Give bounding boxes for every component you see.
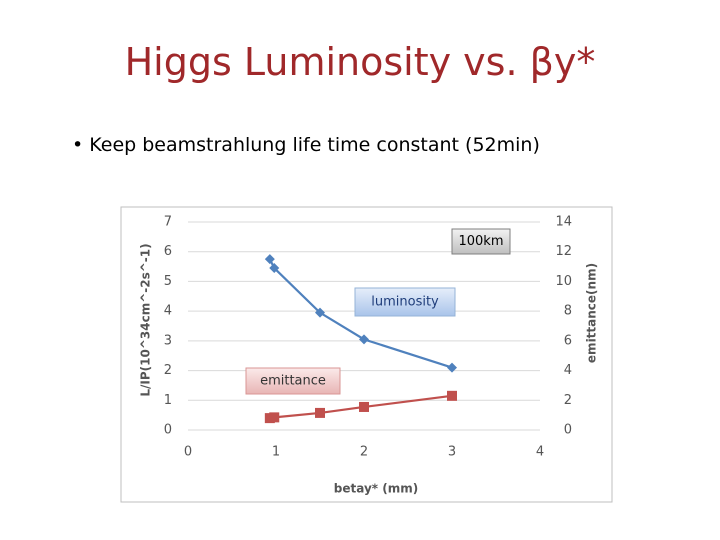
annotation-box: [451, 228, 511, 255]
y-axis-label: L/IP(10^34cm^-2s^-1): [139, 243, 153, 396]
x-tick-label: 0: [184, 445, 192, 460]
y-tick-label: 0: [164, 423, 172, 438]
y2-tick-label: 6: [564, 333, 572, 348]
y2-tick-label: 4: [564, 363, 572, 378]
x-tick-label: 3: [448, 445, 456, 460]
y-tick-label: 6: [164, 244, 172, 259]
y-tick-label: 5: [164, 274, 172, 289]
marker: [315, 407, 325, 418]
annotation-box: [245, 367, 341, 395]
y2-tick-label: 12: [555, 244, 572, 259]
chart-frame: [120, 206, 613, 503]
annotation-text: 100km: [458, 234, 503, 249]
slide-title: Higgs Luminosity vs. βy*: [124, 40, 596, 84]
x-tick-label: 4: [536, 445, 544, 460]
y-tick-label: 7: [164, 215, 172, 230]
annotation-text: luminosity: [371, 295, 439, 310]
marker: [447, 390, 457, 401]
y-tick-label: 4: [164, 304, 172, 319]
marker: [447, 362, 457, 373]
y2-tick-label: 10: [555, 274, 572, 289]
y2-tick-label: 14: [555, 215, 572, 230]
x-tick-label: 2: [360, 445, 368, 460]
marker: [269, 412, 280, 423]
marker: [359, 401, 369, 412]
y2-tick-label: 2: [564, 393, 572, 408]
marker: [264, 254, 275, 265]
y2-tick-label: 8: [564, 304, 572, 319]
y-tick-label: 3: [164, 333, 172, 348]
annotation-text: emittance: [260, 374, 326, 389]
marker: [315, 307, 325, 318]
y2-tick-label: 0: [564, 423, 572, 438]
x-tick-label: 1: [272, 445, 280, 460]
bullet: • Keep beamstrahlung life time constant …: [72, 134, 540, 156]
marker: [269, 263, 280, 274]
annotation-box: [354, 287, 456, 317]
y-tick-label: 2: [164, 363, 172, 378]
bullet-text: Keep beamstrahlung life time constant (5…: [89, 134, 540, 156]
y2-axis-label: emittance(nm): [585, 263, 599, 363]
x-axis-label: betay* (mm): [334, 482, 418, 496]
marker: [359, 334, 369, 345]
y-tick-label: 1: [164, 393, 172, 408]
